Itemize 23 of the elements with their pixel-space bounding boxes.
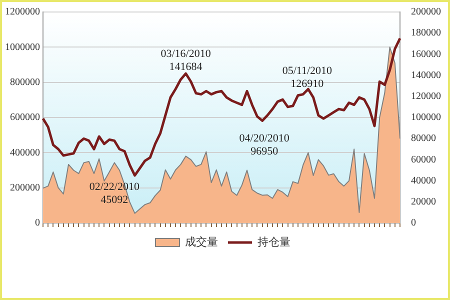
y2-tick-label: 80000 bbox=[411, 133, 436, 144]
y-tick-label: 600000 bbox=[10, 112, 40, 124]
y2-tick-label: 200000 bbox=[411, 6, 441, 18]
y2-tick-label: 60000 bbox=[411, 154, 436, 166]
y2-tick-label: 100000 bbox=[411, 112, 441, 124]
y-tick-label: 0 bbox=[35, 218, 40, 229]
y2-tick-label: 0 bbox=[411, 218, 416, 229]
y-tick-label: 1200000 bbox=[5, 6, 40, 18]
annotation: 05/11/2010 126910 bbox=[282, 64, 333, 90]
y2-tick-label: 20000 bbox=[411, 196, 436, 208]
y2-tick-label: 120000 bbox=[411, 91, 441, 102]
y-tick-label: 1000000 bbox=[5, 42, 40, 53]
legend-label: 成交量 bbox=[185, 235, 218, 248]
y2-tick-label: 160000 bbox=[411, 48, 441, 60]
y2-tick-label: 140000 bbox=[411, 70, 441, 81]
y2-tick-label: 180000 bbox=[411, 28, 441, 39]
annotation: 04/20/2010 96950 bbox=[239, 132, 290, 158]
y2-tick-label: 40000 bbox=[411, 175, 436, 186]
annotation: 03/16/2010 141684 bbox=[160, 48, 212, 74]
y-tick-label: 800000 bbox=[10, 76, 40, 88]
y-tick-label: 200000 bbox=[10, 182, 40, 194]
y-tick-label: 400000 bbox=[10, 147, 40, 158]
legend-label: 持仓量 bbox=[258, 235, 290, 248]
